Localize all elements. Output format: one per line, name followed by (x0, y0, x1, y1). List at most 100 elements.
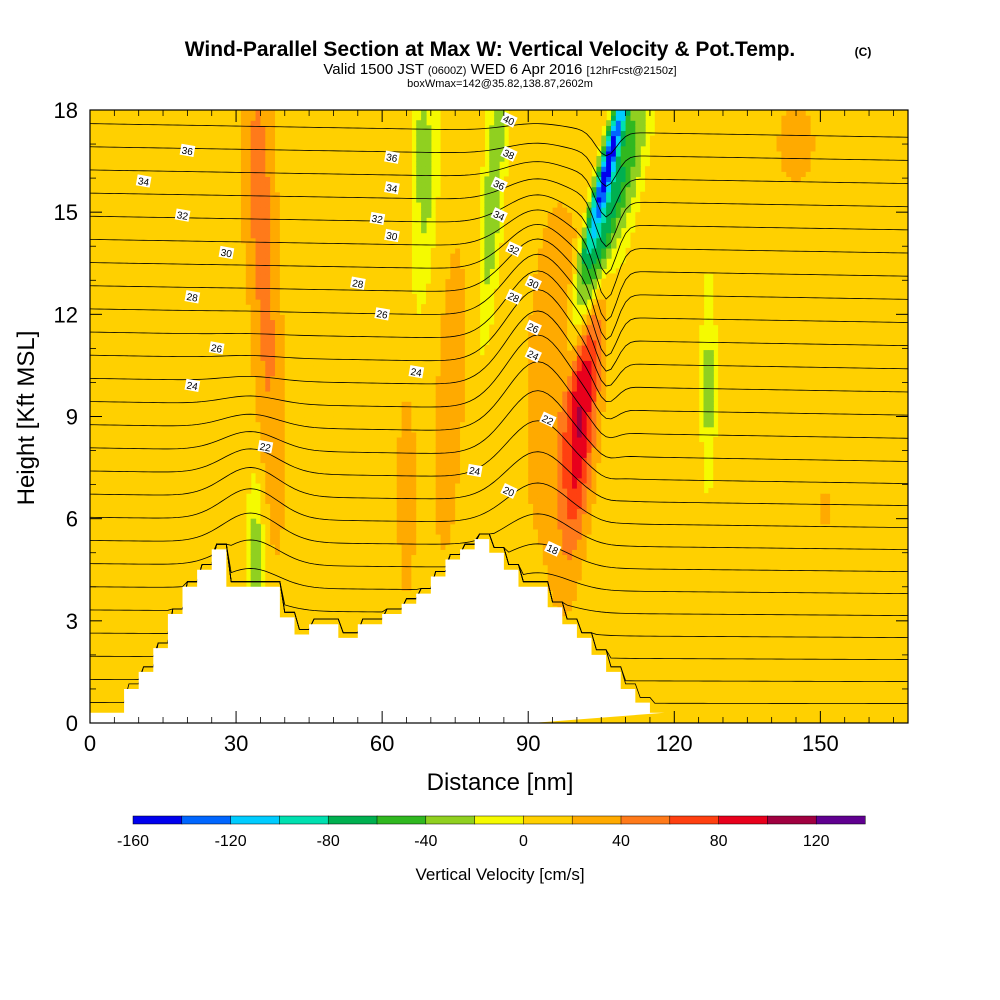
velocity-cell (182, 135, 188, 142)
velocity-cell (250, 171, 257, 178)
velocity-cell (124, 309, 130, 315)
velocity-cell (197, 319, 203, 326)
velocity-cell (90, 682, 96, 688)
velocity-cell (99, 467, 106, 474)
velocity-cell (99, 171, 106, 178)
velocity-cell (182, 247, 188, 254)
velocity-cell (104, 299, 111, 305)
velocity-cell (94, 232, 101, 239)
velocity-cell (109, 656, 115, 663)
velocity-cell (90, 350, 96, 356)
velocity-cell (284, 488, 291, 494)
velocity-cell (231, 370, 237, 377)
velocity-cell (133, 590, 140, 596)
velocity-cell (226, 212, 232, 218)
velocity-cell (109, 416, 115, 423)
velocity-cell (99, 370, 106, 377)
velocity-cell (143, 482, 150, 489)
velocity-cell (216, 421, 223, 428)
velocity-cell (138, 574, 145, 581)
velocity-cell (197, 314, 203, 321)
velocity-cell (245, 319, 252, 326)
velocity-cell (114, 702, 120, 709)
velocity-cell (163, 273, 169, 280)
velocity-cell (255, 370, 262, 377)
velocity-cell (94, 482, 101, 489)
velocity-cell (260, 181, 266, 188)
velocity-cell (148, 120, 154, 126)
velocity-cell (221, 462, 227, 469)
velocity-cell (284, 472, 291, 479)
velocity-cell (279, 518, 286, 525)
velocity-cell (177, 503, 184, 510)
velocity-cell (245, 227, 252, 234)
velocity-cell (177, 426, 184, 433)
velocity-cell (260, 273, 266, 280)
velocity-cell (236, 447, 242, 453)
velocity-cell (279, 253, 286, 259)
velocity-cell (109, 293, 115, 300)
velocity-cell (197, 181, 203, 188)
velocity-cell (163, 600, 169, 607)
velocity-cell (104, 477, 111, 484)
velocity-cell (197, 263, 203, 269)
velocity-cell (231, 544, 237, 550)
velocity-cell (182, 232, 188, 239)
velocity-cell (275, 237, 281, 244)
velocity-cell (250, 528, 257, 535)
velocity-cell (119, 355, 125, 361)
velocity-cell (90, 488, 96, 494)
velocity-cell (240, 579, 247, 586)
velocity-cell (182, 222, 188, 229)
velocity-cell (99, 631, 106, 637)
velocity-cell (167, 232, 174, 239)
velocity-cell (216, 207, 223, 213)
velocity-cell (211, 273, 218, 280)
velocity-cell (133, 503, 140, 510)
velocity-cell (128, 462, 135, 469)
velocity-cell (216, 176, 223, 183)
velocity-cell (289, 462, 296, 469)
velocity-cell (236, 533, 242, 540)
velocity-cell (236, 574, 242, 581)
velocity-cell (284, 457, 291, 464)
velocity-cell (250, 181, 257, 188)
velocity-cell (250, 263, 257, 269)
velocity-cell (275, 355, 281, 361)
velocity-cell (270, 508, 276, 515)
velocity-cell (163, 590, 169, 596)
velocity-cell (128, 569, 135, 576)
velocity-cell (270, 329, 276, 336)
velocity-cell (226, 161, 232, 167)
velocity-cell (148, 145, 154, 152)
velocity-cell (138, 513, 145, 520)
velocity-cell (90, 564, 96, 571)
velocity-cell (231, 293, 237, 300)
velocity-cell (163, 365, 169, 372)
velocity-cell (114, 293, 120, 300)
velocity-cell (124, 135, 130, 142)
velocity-cell (172, 263, 179, 269)
velocity-cell (284, 130, 291, 137)
velocity-cell (192, 217, 198, 223)
velocity-cell (99, 498, 106, 504)
velocity-cell (109, 467, 115, 474)
velocity-cell (114, 365, 120, 372)
velocity-cell (163, 375, 169, 382)
velocity-cell (270, 273, 276, 280)
velocity-cell (99, 610, 106, 617)
velocity-cell (265, 549, 271, 556)
velocity-cell (153, 304, 159, 310)
velocity-cell (90, 329, 96, 336)
velocity-cell (197, 482, 203, 489)
velocity-cell (128, 110, 135, 116)
velocity-cell (275, 299, 281, 305)
velocity-cell (90, 579, 96, 586)
velocity-cell (279, 201, 286, 208)
velocity-cell (124, 620, 130, 627)
velocity-cell (284, 452, 291, 458)
velocity-cell (226, 344, 232, 351)
velocity-cell (245, 401, 252, 407)
velocity-cell (114, 166, 120, 172)
velocity-cell (201, 396, 208, 402)
